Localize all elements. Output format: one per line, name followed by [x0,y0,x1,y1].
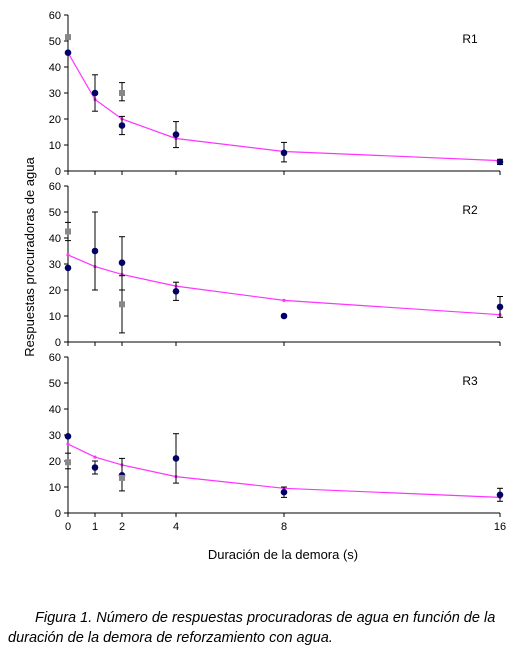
panel-2-y-tick-label: 30 [49,259,61,271]
panel-1-gray-square-point [65,34,71,41]
panel-1-blue-circle-point [280,149,288,157]
panel-1-blue-circle-point [496,158,504,166]
panel-2-blue-circle-point [91,247,99,255]
panel-3-x-tick-label: 16 [494,521,506,533]
panel-1-blue-circle-point [91,89,99,97]
panel-2-label: R2 [462,203,478,217]
panel-3-gray-square-point [65,459,71,466]
panel-2-y-tick-label: 20 [49,285,61,297]
panel-3-x-tick-label: 1 [92,521,98,533]
panel-3-x-tick-label: 4 [173,521,179,533]
caption-line-2: duración de la demora de reforzamiento c… [8,630,333,646]
panel-3-y-tick-label: 30 [49,430,61,442]
panel-3-y-tick-label: 0 [55,508,61,520]
panel-1-y-tick-label: 60 [49,10,61,22]
panel-3-x-tick-label: 8 [281,521,287,533]
panel-2-blue-circle-point [172,288,180,295]
panel-2-gray-square-point [119,301,125,308]
panel-1-blue-circle-point [118,122,126,129]
panel-3-label: R3 [462,374,478,388]
panel-1-blue-circle-point [172,131,180,138]
panel-2-y-tick-label: 0 [55,337,61,349]
panel-1-y-tick-label: 20 [49,114,61,126]
y-axis-label: Respuestas procuradoras de agua [22,157,37,357]
panel-2-blue-circle-point [280,312,288,320]
panel-3-y-tick-label: 50 [49,378,61,390]
panel-1-fit-line [67,52,501,162]
panel-2-fit-line [67,254,501,316]
panel-2-gray-square-point [65,228,71,235]
panel-3-x-tick-label: 0 [65,521,71,533]
panel-2-blue-circle-point [118,259,126,267]
panel-3-x-tick-label: 2 [119,521,125,533]
panel-2-y-tick-label: 40 [49,233,61,245]
panel-3-blue-circle-point [280,488,288,496]
panel-3-blue-circle-point [172,455,180,462]
panel-1-blue-circle-point [64,49,72,56]
panel-3-fit-point [93,455,97,459]
panel-3-y-tick-label: 40 [49,404,61,416]
panel-1-y-tick-label: 40 [49,62,61,74]
panel-2-blue-circle-point [496,303,504,311]
panel-1-label: R1 [462,32,478,46]
panel-2-y-tick-label: 60 [49,181,61,193]
panel-1-y-tick-label: 10 [49,140,61,152]
panel-3-gray-square-point [119,474,125,481]
x-axis-label: Duración de la demora (s) [208,547,358,562]
panel-1-y-tick-label: 0 [55,166,61,178]
figure-chart: Respuestas procuradoras de agua Duración… [22,10,506,562]
panel-3-y-tick-label: 10 [49,482,61,494]
caption-line-1: Figura 1. Número de respuestas procurado… [35,610,496,626]
panel-1-y-tick-label: 30 [49,88,61,100]
panel-2-fit-point [66,253,70,257]
panel-3-blue-circle-point [64,433,72,440]
panel-3-blue-circle-point [496,491,504,499]
panel-2-y-tick-label: 10 [49,311,61,323]
panel-3-y-tick-label: 20 [49,456,61,468]
panel-3-fit-point [66,442,70,446]
panel-3-blue-circle-point [91,464,99,471]
panel-3-y-tick-label: 60 [49,352,61,364]
figure-caption: Figura 1. Número de respuestas procurado… [8,608,523,648]
panel-2-fit-point [282,298,286,302]
panel-1-y-tick-label: 50 [49,36,61,48]
panel-2-blue-circle-point [64,264,72,272]
panel-2-y-tick-label: 50 [49,207,61,219]
panel-3-fit-line [67,443,501,498]
panel-1-gray-square-point [119,90,125,96]
